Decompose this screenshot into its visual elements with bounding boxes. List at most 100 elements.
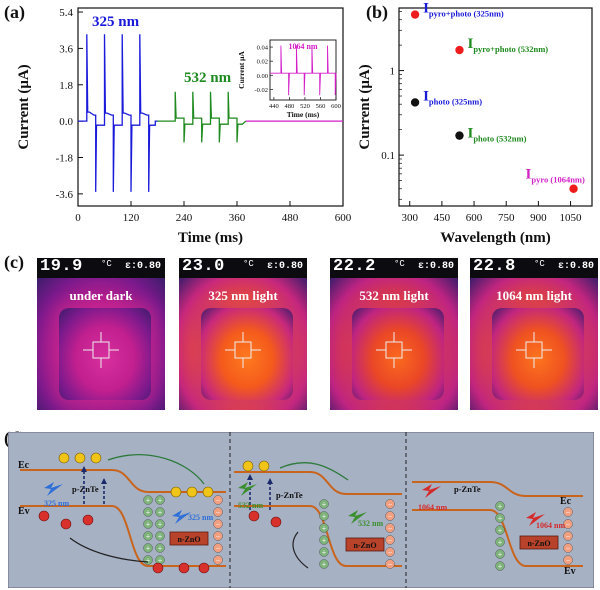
data-point <box>410 98 420 107</box>
positive-charge <box>319 499 329 509</box>
hole <box>178 562 190 574</box>
positive-charge-sign: + <box>146 508 151 517</box>
electron-drift-arrow <box>107 454 205 485</box>
y-tick-label: 5.4 <box>59 7 73 19</box>
data-point-label: Ipyro (1064nm) <box>526 167 585 185</box>
arrow-head <box>101 478 107 484</box>
data-point-label: Ipyro+photo (325nm) <box>423 1 504 19</box>
electron <box>170 486 182 498</box>
panel-label-c: (c) <box>4 252 24 272</box>
positive-charge-sign: + <box>498 514 503 523</box>
positive-charge-sign: + <box>146 532 151 541</box>
wavelength-label: 1064 nm <box>418 503 447 512</box>
thermal-header: 22.2 °C ε:0.80 <box>330 258 458 278</box>
negative-charge <box>563 507 573 517</box>
annotation-532nm: 532 nm <box>184 70 232 86</box>
light-bolt-icon <box>172 510 191 524</box>
negative-charge-sign: − <box>566 544 571 553</box>
negative-charge <box>213 507 223 517</box>
negative-charge-sign: − <box>566 532 571 541</box>
positive-charge <box>143 543 153 553</box>
positive-charge <box>495 561 505 571</box>
positive-charge <box>495 537 505 547</box>
positive-charge <box>319 523 329 533</box>
negative-charge-sign: − <box>216 556 221 565</box>
positive-charge <box>319 511 329 521</box>
negative-charge <box>385 535 395 545</box>
electron <box>258 460 270 472</box>
negative-charge-sign: − <box>388 500 393 509</box>
series-line-325-nm <box>78 34 158 192</box>
arrow-head <box>81 466 87 472</box>
light-bolt-icon <box>526 512 545 526</box>
y-tick-label: -3.6 <box>56 189 74 201</box>
negative-charge <box>385 547 395 557</box>
x-tick-label: 120 <box>123 212 140 224</box>
conduction-band-edge <box>234 471 402 495</box>
thermal-header: 19.9 °C ε:0.80 <box>37 258 165 278</box>
data-point-label: Iphoto (532nm) <box>467 126 526 144</box>
n-zno-label: n-ZnO <box>527 539 550 548</box>
hole <box>248 510 260 522</box>
negative-charge <box>563 519 573 529</box>
thermal-condition-label: 325 nm light <box>208 288 278 303</box>
negative-charge <box>563 555 573 565</box>
y-axis-label: Current (μA) <box>16 64 32 149</box>
positive-charge <box>155 495 165 505</box>
positive-charge-sign: + <box>146 556 151 565</box>
plot-frame <box>77 7 344 207</box>
positive-charge-sign: + <box>322 548 327 557</box>
hole-drift-arrow <box>69 537 149 563</box>
positive-charge <box>155 519 165 529</box>
ev-label: Ev <box>18 506 30 517</box>
thermal-unit: °C <box>243 259 254 269</box>
x-axis-label: Wavelength (nm) <box>440 230 550 246</box>
light-bolt-icon <box>238 482 257 496</box>
chart-b-current-vs-wavelength: 300 450 600 750 900 1050 1 0.1 Wavelength (nm) Cu… <box>357 1 593 246</box>
electron <box>90 452 102 464</box>
negative-charge-sign: − <box>216 532 221 541</box>
crosshair-icon <box>225 332 261 368</box>
y-tick-label: 0.0 <box>59 116 73 128</box>
negative-charge-sign: − <box>216 508 221 517</box>
thermal-unit: °C <box>394 259 405 269</box>
negative-charge <box>213 519 223 529</box>
positive-charge-sign: + <box>498 538 503 547</box>
panel-label-a: (a) <box>4 2 25 22</box>
electron <box>186 486 198 498</box>
valence-band-edge <box>234 505 402 567</box>
x-tick-label: 600 <box>466 212 483 224</box>
plot-frame <box>398 7 593 207</box>
p-znte-label: p-ZnTe <box>454 484 481 494</box>
positive-charge-sign: + <box>498 550 503 559</box>
inset-x-tick-label: 600 <box>331 103 341 110</box>
wavelength-label: 325 nm <box>44 499 69 508</box>
thermal-header: 23.0 °C ε:0.80 <box>179 258 307 278</box>
valence-band-edge <box>412 509 583 567</box>
hole-drift-arrow <box>292 531 309 569</box>
positive-charge-sign: + <box>498 562 503 571</box>
y-tick-label: -1.8 <box>56 153 74 165</box>
positive-charge-sign: + <box>158 556 163 565</box>
ec-label: Ec <box>18 460 30 471</box>
n-zno-block <box>345 537 385 552</box>
x-tick-label: 480 <box>282 212 299 224</box>
sample-region <box>492 308 584 400</box>
sample-region <box>352 308 444 400</box>
thermal-condition-label: 532 nm light <box>359 288 429 303</box>
data-point <box>455 131 464 140</box>
data-point <box>455 45 464 55</box>
light-bolt-icon <box>422 484 441 498</box>
positive-charge <box>143 495 153 505</box>
crosshair-icon <box>376 332 412 368</box>
negative-charge <box>563 543 573 553</box>
x-tick-label: 0 <box>75 212 81 224</box>
positive-charge <box>143 519 153 529</box>
positive-charge <box>155 507 165 517</box>
positive-charge-sign: + <box>146 520 151 529</box>
electron <box>58 452 70 464</box>
positive-charge-sign: + <box>498 502 503 511</box>
positive-charge <box>319 535 329 545</box>
negative-charge <box>385 499 395 509</box>
data-point-label: Ipyro+photo (532nm) <box>467 36 548 54</box>
